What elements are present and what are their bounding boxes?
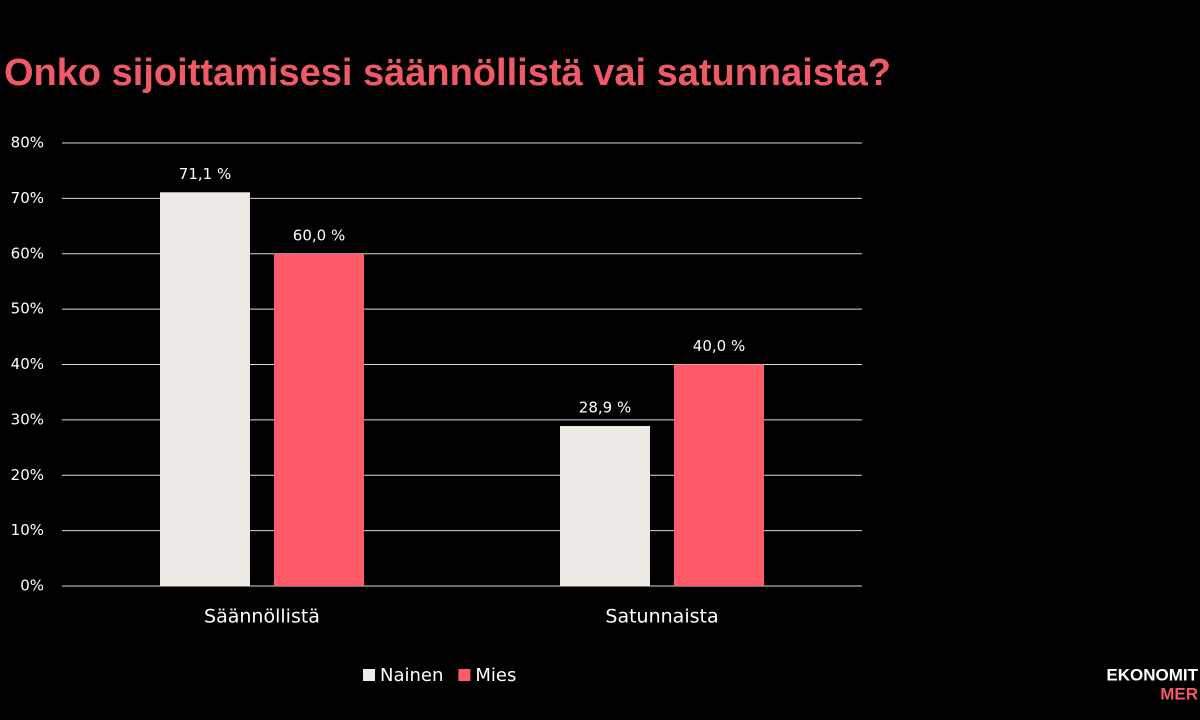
logo-text: MER [1160, 684, 1198, 703]
y-tick-label: 50% [11, 300, 44, 318]
bar [274, 253, 364, 586]
chart-title: Onko sijoittamisesi säännöllistä vai sat… [4, 52, 891, 94]
value-label: 40,0 % [693, 337, 745, 355]
logo-text: EKONOMIT [1106, 665, 1198, 684]
y-tick-label: 20% [11, 466, 44, 484]
y-tick-label: 70% [11, 189, 44, 207]
legend-swatch [458, 669, 471, 681]
value-label: 71,1 % [179, 165, 231, 183]
bar [160, 192, 250, 586]
y-tick-label: 0% [20, 577, 44, 595]
x-tick-label: Satunnaista [605, 606, 718, 628]
y-tick-label: 10% [11, 521, 44, 539]
value-label: 60,0 % [293, 226, 345, 244]
y-tick-label: 60% [11, 244, 44, 262]
legend-label: Mies [475, 665, 516, 686]
y-tick-label: 80% [11, 134, 44, 152]
bar [674, 364, 764, 586]
bar [560, 425, 650, 586]
y-tick-label: 30% [11, 410, 44, 428]
x-tick-label: Säännöllistä [204, 606, 320, 628]
value-label: 28,9 % [579, 398, 631, 416]
legend-label: Nainen [380, 665, 443, 686]
legend-swatch [363, 669, 375, 681]
y-tick-label: 40% [11, 355, 44, 373]
